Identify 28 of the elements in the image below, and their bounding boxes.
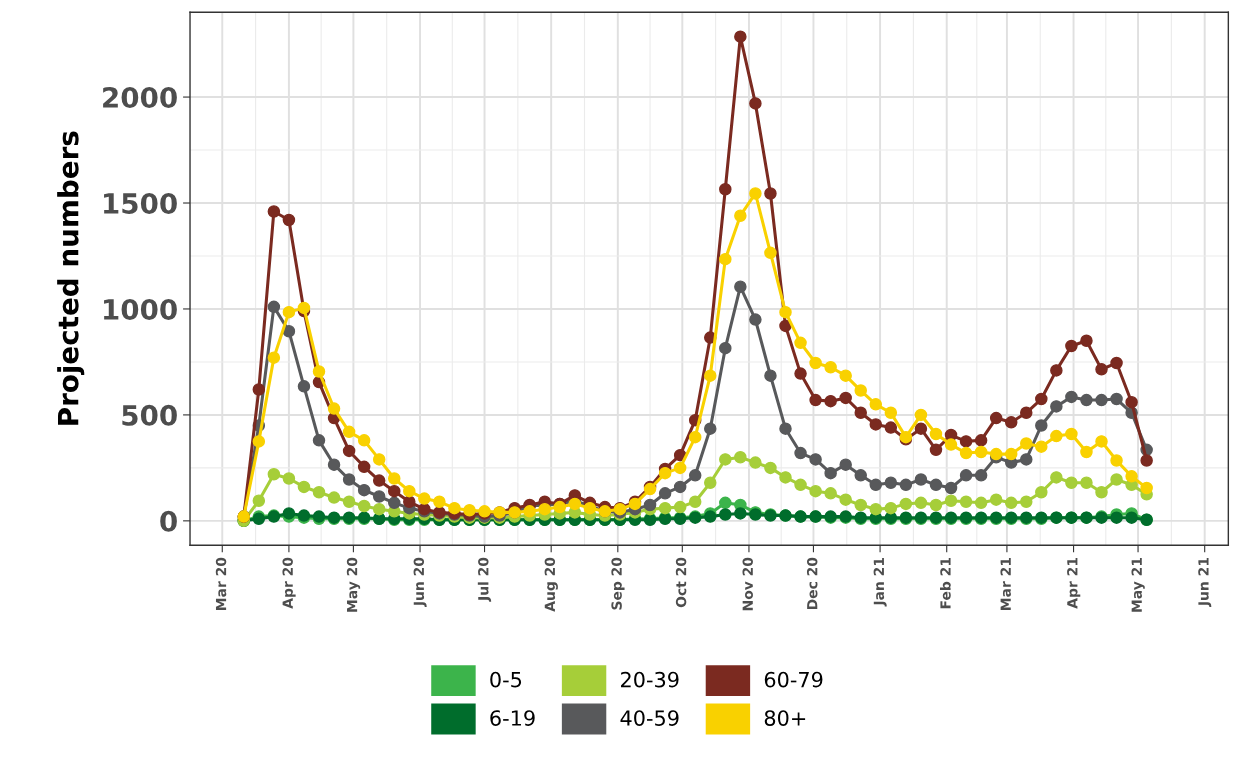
- x-tick-label: Oct 20: [675, 557, 687, 608]
- legend-label: 80+: [764, 710, 806, 726]
- legend-label: 60-79: [764, 671, 823, 688]
- y-tick-label: 1500: [104, 192, 177, 214]
- x-tick-label: Mar 21: [1000, 557, 1011, 610]
- x-tick-label: Aug 20: [544, 557, 558, 612]
- x-tick-label: Jun 20: [413, 557, 427, 607]
- legend-label: 40-59: [620, 710, 679, 726]
- x-tick-label: Feb 21: [940, 557, 951, 609]
- x-tick-label: Jun 21: [1198, 557, 1212, 607]
- y-tick-label: 1000: [104, 298, 177, 320]
- legend-label: 20-39: [621, 671, 679, 688]
- y-tick-label: 0: [160, 510, 177, 532]
- legend-label: 0-5: [490, 671, 522, 688]
- y-tick-label: 500: [122, 404, 177, 426]
- x-tick-label: Sep 20: [611, 557, 625, 610]
- y-axis-title: Projected numbers: [57, 131, 85, 425]
- x-tick-label: Jan 21: [873, 557, 887, 607]
- x-tick-label: Apr 21: [1067, 557, 1081, 609]
- x-tick-label: May 20: [346, 557, 361, 612]
- x-tick-label: Apr 20: [282, 557, 296, 609]
- x-tick-label: Mar 20: [215, 557, 227, 610]
- legend-label: 6-19: [490, 710, 535, 726]
- y-tick-label: 2000: [103, 87, 177, 109]
- x-tick-label: Dec 20: [806, 557, 818, 610]
- x-tick-label: Nov 20: [742, 557, 753, 611]
- x-tick-label: May 21: [1131, 557, 1145, 612]
- x-tick-label: Jul 20: [477, 557, 492, 602]
